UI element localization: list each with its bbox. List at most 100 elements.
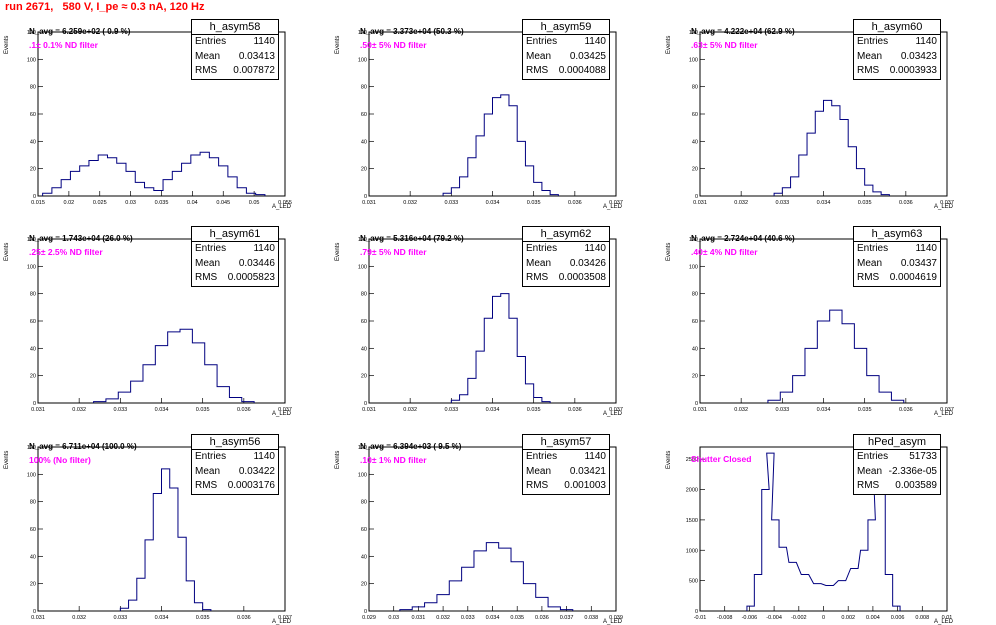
x-tick-label: 0.055 <box>278 200 292 206</box>
y-tick-label: 100 <box>27 57 36 63</box>
x-tick-label: 0.037 <box>609 407 623 413</box>
y-tick-label: 60 <box>30 527 36 533</box>
stats-row-mean: Mean 0.03446 <box>192 257 278 272</box>
histogram-bin <box>449 581 461 611</box>
x-tick-label: 0.036 <box>899 407 913 413</box>
stats-row-entries: Entries 1140 <box>523 450 609 465</box>
y-tick-label: 0 <box>695 401 698 407</box>
histogram-bin <box>782 188 790 196</box>
histogram-bin <box>838 581 845 611</box>
x-axis-label: A_LED <box>603 619 623 625</box>
histogram-bin <box>493 296 501 403</box>
histogram-outline <box>42 151 266 196</box>
stats-label: Entries <box>195 243 227 254</box>
histogram-bin <box>517 357 525 403</box>
x-tick-label: 0.037 <box>278 615 292 621</box>
histogram-bin <box>484 318 492 403</box>
x-axis-label: A_LED <box>272 619 292 625</box>
histogram-bin <box>548 607 560 611</box>
stats-row-entries: Entries 1140 <box>523 35 609 50</box>
x-tick-label: 0.006 <box>891 615 905 621</box>
stats-value: 1140 <box>915 36 937 47</box>
stats-label: RMS <box>857 65 880 76</box>
histogram-title: hPed_asym <box>853 434 941 450</box>
x-tick-label: 0.032 <box>403 200 417 206</box>
histogram-bin <box>873 192 881 196</box>
histogram-bin <box>217 387 229 403</box>
stats-row-entries: Entries 1140 <box>192 35 278 50</box>
x-tick-label: 0.04 <box>187 200 198 206</box>
histogram-bin <box>476 136 484 196</box>
histogram-bin <box>824 100 832 196</box>
histogram-panel-hPed_asym: 0 500 1000 1500 2000 2500 -0.01 -0.008 -0.006 -0.… <box>666 433 953 625</box>
x-tick-label: 0.035 <box>196 407 210 413</box>
histogram-bin <box>832 106 840 196</box>
histogram-plot: 0 20 40 60 80 100 120 0.031 0.032 0.033 0.034 0.035… <box>689 30 954 206</box>
histogram-bin <box>525 384 533 403</box>
histogram-bin <box>256 195 265 196</box>
histogram-outline <box>399 542 574 611</box>
y-tick-label: 60 <box>30 112 36 118</box>
stats-value: 0.0005823 <box>227 272 275 283</box>
x-tick-label: 0.036 <box>237 407 251 413</box>
histogram-bin <box>499 548 511 611</box>
stats-row-rms: RMS 0.0003176 <box>192 479 278 494</box>
y-tick-label: 120 <box>689 30 698 36</box>
y-tick-label: 40 <box>692 139 698 145</box>
histogram-panel-h_asym60: 0 20 40 60 80 100 120 0.031 0.032 0.033 0.034 0.035… <box>666 18 954 210</box>
histogram-bin <box>779 547 786 611</box>
run-title: run 2671, 580 V, I_pe ≈ 0.3 nA, 120 Hz <box>5 1 205 13</box>
histogram-bin <box>106 399 118 403</box>
stats-box: Entries 1140 Mean 0.03437 RMS 0.0004619 <box>853 241 941 287</box>
x-tick-label: 0.036 <box>568 200 582 206</box>
y-tick-label: 80 <box>692 292 698 298</box>
histogram-bin <box>542 191 550 196</box>
histogram-bin <box>178 537 186 611</box>
stats-label: Mean <box>857 257 883 269</box>
stats-label: Entries <box>857 36 889 47</box>
histogram-plot: 0 20 40 60 80 100 120 0.031 0.032 0.033 0.034 0.035… <box>27 445 292 621</box>
histogram-bin <box>501 95 509 196</box>
histogram-bin <box>98 155 107 196</box>
stats-label: RMS <box>526 480 549 491</box>
histogram-bin <box>493 98 501 196</box>
histogram-bin <box>799 155 807 196</box>
histogram-bin <box>145 188 154 196</box>
stats-value: 0.03426 <box>569 257 606 269</box>
histogram-bin <box>400 610 412 611</box>
stats-value: 0.03421 <box>569 465 606 477</box>
y-tick-label: 120 <box>358 237 367 243</box>
y-tick-label: 20 <box>30 582 36 588</box>
stats-row-mean: Mean 0.03425 <box>523 50 609 65</box>
stats-value: 0.03446 <box>238 257 275 269</box>
histogram-bin <box>200 152 209 196</box>
histogram-panel-h_asym59: 0 20 40 60 80 100 120 0.031 0.032 0.033 0.034 0.035… <box>335 18 623 210</box>
x-tick-label: 0.05 <box>249 200 260 206</box>
y-tick-label: 40 <box>361 346 367 352</box>
stats-row-entries: Entries 1140 <box>854 242 940 257</box>
histogram-bin <box>52 188 61 196</box>
histogram-bin <box>484 114 492 196</box>
stats-label: RMS <box>195 480 218 491</box>
histogram-bin <box>168 332 180 403</box>
stats-label: Mean <box>857 465 883 477</box>
x-tick-label: 0.029 <box>362 615 376 621</box>
x-tick-label: -0.004 <box>766 615 782 621</box>
histogram-bin <box>203 610 211 611</box>
y-tick-label: 20 <box>692 374 698 380</box>
x-tick-label: -0.006 <box>742 615 758 621</box>
histogram-bin <box>747 606 754 611</box>
histogram-panel-h_asym62: 0 20 40 60 80 100 120 0.031 0.032 0.033 0.034 0.035… <box>335 225 623 417</box>
stats-box: Entries 1140 Mean 0.03426 RMS 0.0003508 <box>522 241 610 287</box>
histogram-bin <box>186 581 194 611</box>
histogram-bin <box>194 603 202 611</box>
x-tick-label: 0.035 <box>527 407 541 413</box>
x-tick-label: 0.002 <box>841 615 855 621</box>
y-axis-label: Events <box>4 35 10 54</box>
x-tick-label: 0.034 <box>817 200 831 206</box>
x-tick-label: 0.045 <box>216 200 230 206</box>
x-tick-label: 0.035 <box>510 615 524 621</box>
histogram-panel-h_asym63: 0 20 40 60 80 100 120 0.031 0.032 0.033 0.034 0.035… <box>666 225 954 417</box>
y-axis-label: Events <box>4 242 10 261</box>
histogram-plot: 0 20 40 60 80 100 120 0.031 0.032 0.033 0.034 0.035… <box>27 237 292 413</box>
